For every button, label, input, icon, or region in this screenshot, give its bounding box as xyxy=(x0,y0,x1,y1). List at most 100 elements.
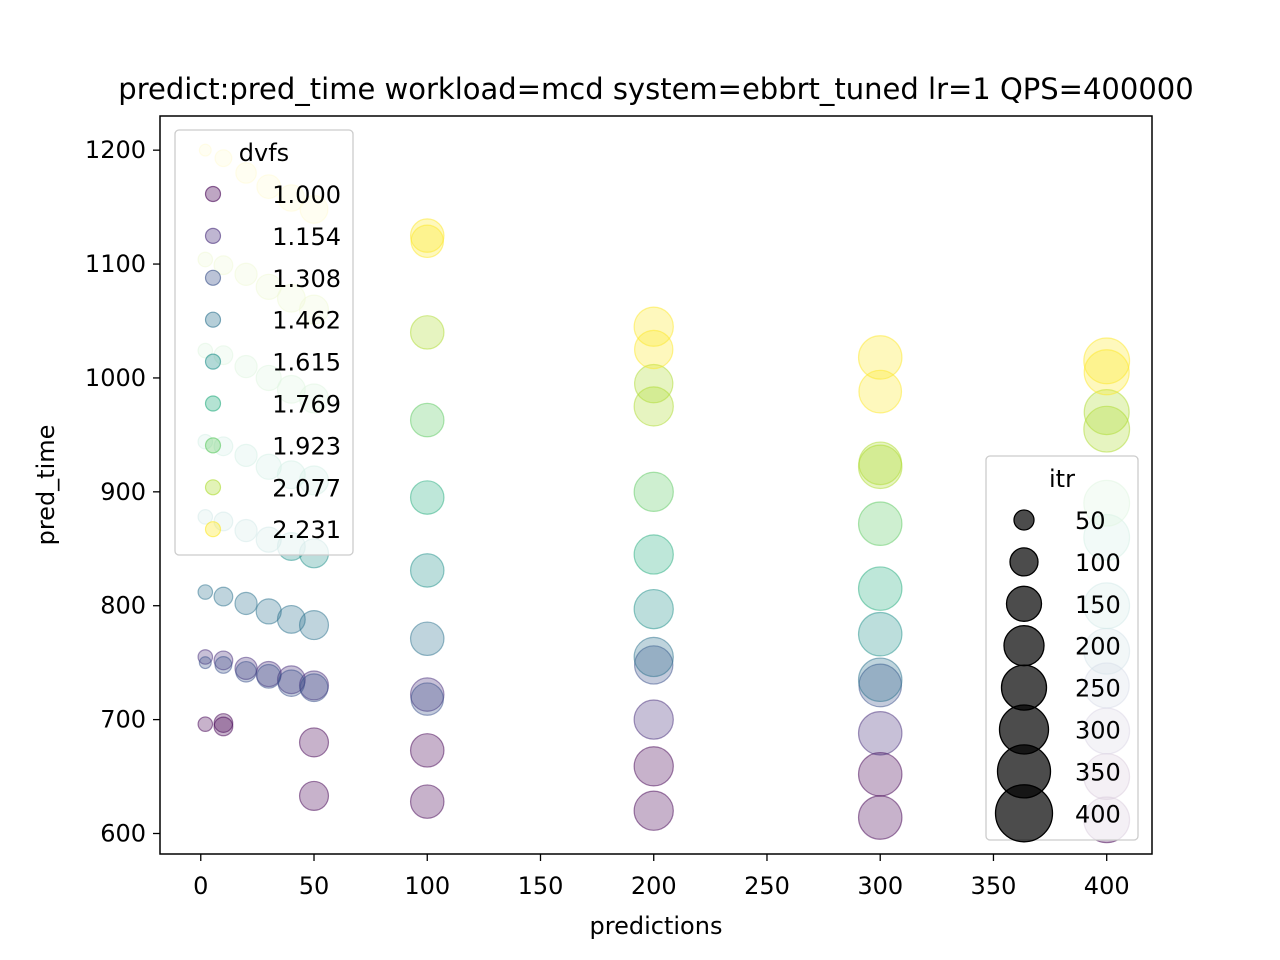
itr-legend-label: 300 xyxy=(1075,717,1121,745)
data-point xyxy=(409,480,445,515)
data-point xyxy=(409,315,445,350)
data-point xyxy=(409,402,445,438)
data-point xyxy=(298,727,330,758)
data-point xyxy=(633,534,674,575)
data-point xyxy=(298,670,330,701)
dvfs-legend-label: 1.462 xyxy=(272,307,341,335)
data-point xyxy=(276,604,306,634)
data-point xyxy=(235,660,257,683)
dvfs-legend-marker xyxy=(204,521,222,538)
data-point xyxy=(213,713,234,733)
itr-legend-marker xyxy=(1005,585,1043,622)
dvfs-legend-marker xyxy=(204,185,222,203)
x-tick-label: 200 xyxy=(631,872,677,900)
x-tick-label: 100 xyxy=(404,872,450,900)
dvfs-legend-label: 2.231 xyxy=(272,516,341,544)
data-point xyxy=(409,621,445,657)
dvfs-legend-label: 1.923 xyxy=(272,432,341,460)
data-point xyxy=(277,669,306,697)
itr-legend-marker xyxy=(1013,509,1035,531)
data-point xyxy=(214,655,233,674)
y-tick-label: 700 xyxy=(100,706,146,734)
data-point xyxy=(255,598,282,625)
x-axis-label: predictions xyxy=(590,912,723,940)
itr-legend-marker xyxy=(1009,547,1039,577)
dvfs-legend-label: 2.077 xyxy=(272,474,341,502)
x-tick-label: 0 xyxy=(193,872,208,900)
data-point xyxy=(197,716,214,732)
data-point xyxy=(1083,405,1131,453)
dvfs-legend-marker xyxy=(204,437,222,454)
dvfs-legend-label: 1.615 xyxy=(272,349,341,377)
data-point xyxy=(857,611,903,657)
x-tick-label: 400 xyxy=(1084,872,1130,900)
y-tick-label: 600 xyxy=(100,820,146,848)
data-point xyxy=(299,673,329,703)
data-point xyxy=(213,650,234,671)
dvfs-legend-label: 1.308 xyxy=(272,265,341,293)
data-point xyxy=(409,784,445,819)
itr-legend-marker xyxy=(994,784,1054,843)
data-point xyxy=(409,553,445,588)
x-tick-label: 300 xyxy=(857,872,903,900)
data-point xyxy=(857,444,903,490)
y-tick-label: 900 xyxy=(100,478,146,506)
itr-legend-label: 350 xyxy=(1075,758,1121,786)
data-point xyxy=(234,591,258,616)
itr-legend-label: 200 xyxy=(1075,633,1121,661)
y-tick-label: 1100 xyxy=(85,250,146,278)
y-axis: 600 700 800 900 1000 1100 1200 xyxy=(85,136,160,848)
dvfs-legend-marker xyxy=(204,311,222,328)
data-point xyxy=(633,386,674,427)
data-point xyxy=(857,710,903,756)
dvfs-legend-marker xyxy=(204,227,222,244)
plot-frame xyxy=(159,115,1153,855)
dvfs-legend-label: 1.154 xyxy=(272,223,341,251)
x-axis: 0 50 100 150 200 250 300 350 400 xyxy=(193,854,1130,900)
itr-legend-marker xyxy=(1003,625,1045,667)
y-tick-label: 1000 xyxy=(85,364,146,392)
itr-legend-label: 50 xyxy=(1075,507,1106,535)
itr-legend-marker xyxy=(1000,664,1048,711)
dvfs-legend-title: dvfs xyxy=(239,139,289,167)
data-point xyxy=(410,682,445,716)
data-point xyxy=(633,471,674,513)
x-tick-label: 50 xyxy=(299,872,330,900)
data-point xyxy=(858,369,903,414)
data-point xyxy=(1083,389,1130,436)
dvfs-legend-marker xyxy=(204,353,222,370)
dvfs-legend-marker xyxy=(204,479,222,496)
data-point xyxy=(633,790,674,831)
data-point xyxy=(633,699,674,740)
data-point xyxy=(213,586,234,607)
data-point xyxy=(633,746,674,787)
data-point xyxy=(857,795,903,840)
data-point xyxy=(1083,337,1131,385)
x-tick-label: 150 xyxy=(518,872,564,900)
dvfs-legend-label: 1.000 xyxy=(272,181,341,209)
dvfs-legend-marker xyxy=(204,269,222,286)
y-tick-label: 800 xyxy=(100,592,146,620)
data-point xyxy=(633,588,674,630)
data-point xyxy=(197,584,214,600)
dvfs-legend-marker xyxy=(204,395,222,412)
data-point xyxy=(634,363,674,404)
data-point xyxy=(857,566,903,611)
data-point xyxy=(858,441,903,486)
data-point xyxy=(857,657,903,703)
data-point xyxy=(410,224,445,259)
data-point xyxy=(633,636,674,678)
x-tick-label: 350 xyxy=(971,872,1017,900)
data-point xyxy=(409,733,445,768)
itr-legend-label: 250 xyxy=(1075,675,1121,703)
data-point xyxy=(256,663,282,689)
itr-legend-title: itr xyxy=(1049,465,1075,493)
data-point xyxy=(198,656,212,670)
dvfs-legend-label: 1.769 xyxy=(272,391,341,419)
data-point xyxy=(276,665,306,695)
chart-title: predict:pred_time workload=mcd system=eb… xyxy=(118,72,1193,106)
y-tick-label: 1200 xyxy=(85,136,146,164)
y-axis-label: pred_time xyxy=(32,425,60,546)
